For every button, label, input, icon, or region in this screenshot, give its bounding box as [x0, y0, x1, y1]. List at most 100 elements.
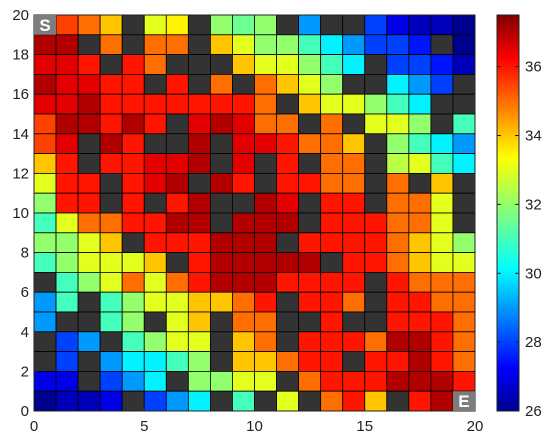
obstacle-cell [452, 212, 476, 234]
heatmap-cell [298, 351, 322, 372]
heatmap-cell [55, 133, 79, 155]
heatmap-cell [452, 311, 476, 333]
obstacle-cell [33, 271, 57, 293]
heatmap-cell [342, 153, 366, 174]
heatmap-cell [232, 232, 255, 254]
heatmap-cell [408, 153, 432, 174]
heatmap-cell [298, 54, 322, 75]
colorbar [496, 14, 520, 412]
y-tick-label: 8 [21, 245, 29, 262]
heatmap-cell [364, 232, 388, 254]
heatmap-cell [209, 232, 233, 254]
heatmap-cell [99, 271, 123, 293]
y-tick-label: 20 [12, 7, 29, 24]
heatmap-cell [209, 74, 233, 95]
heatmap-cell [276, 172, 299, 194]
heatmap-cell [452, 133, 476, 155]
heatmap-cell [320, 291, 344, 313]
heatmap-cell [99, 34, 123, 55]
heatmap-cell [143, 331, 167, 352]
heatmap-cell [254, 34, 277, 55]
heatmap-cell [320, 212, 344, 234]
heatmap-cell [55, 93, 79, 115]
heatmap-cell [254, 54, 277, 75]
heatmap-cell [342, 192, 366, 214]
heatmap-cell [232, 252, 255, 273]
obstacle-cell [187, 172, 211, 194]
heatmap-cell [121, 212, 145, 234]
heatmap-cell [33, 153, 57, 174]
obstacle-cell [121, 232, 145, 254]
heatmap-cell [342, 93, 366, 115]
heatmap-cell [408, 370, 432, 392]
heatmap-cell [55, 34, 79, 55]
heatmap-cell [408, 54, 432, 75]
start-end-markers: SE [34, 15, 475, 411]
heatmap-cell [254, 232, 277, 254]
heatmap-cell [232, 331, 255, 352]
heatmap-cell [430, 172, 454, 194]
heatmap-cell [408, 331, 432, 352]
heatmap-cell [386, 311, 410, 333]
heatmap-cell [232, 34, 255, 55]
heatmap-cell [165, 311, 189, 333]
heatmap-cell [209, 14, 233, 36]
obstacle-cell [55, 311, 79, 333]
heatmap-cell [55, 351, 79, 372]
obstacle-cell [298, 192, 322, 214]
heatmap-cell [121, 331, 145, 352]
heatmap-cell [386, 93, 410, 115]
obstacle-cell [33, 351, 57, 372]
obstacle-cell [209, 351, 233, 372]
obstacle-cell [143, 311, 167, 333]
heatmap-cell [320, 390, 344, 412]
heatmap-cell [55, 370, 79, 392]
heatmap-cell [33, 74, 57, 95]
heatmap-cell [209, 34, 233, 55]
heatmap-cell [320, 232, 344, 254]
heatmap-cell [364, 351, 388, 372]
heatmap-cell [232, 133, 255, 155]
heatmap-cell [165, 153, 189, 174]
heatmap-cell [408, 74, 432, 95]
obstacle-cell [386, 390, 410, 412]
heatmap-cell [33, 192, 57, 214]
heatmap-cell [99, 212, 123, 234]
heatmap-cell [209, 93, 233, 115]
heatmap-cell [342, 252, 366, 273]
y-tick-label: 0 [21, 403, 29, 420]
heatmap-cell [430, 271, 454, 293]
heatmap-cell [187, 271, 211, 293]
heatmap-cell [187, 370, 211, 392]
obstacle-cell [121, 390, 145, 412]
heatmap-cell [121, 113, 145, 135]
obstacle-cell [364, 192, 388, 214]
heatmap-cell [452, 14, 476, 36]
heatmap-cell [408, 192, 432, 214]
heatmap-cell [232, 370, 255, 392]
heatmap-cell [33, 390, 57, 412]
heatmap-cell [254, 351, 277, 372]
heatmap-cell [165, 291, 189, 313]
heatmap-cell [452, 34, 476, 55]
heatmap-cell [298, 252, 322, 273]
heatmap-cell [55, 172, 79, 194]
obstacle-cell [452, 74, 476, 95]
heatmap-cell [320, 93, 344, 115]
obstacle-cell [276, 93, 299, 115]
heatmap-cell [276, 271, 299, 293]
colorbar-tick-label: 28 [525, 334, 542, 351]
heatmap-cell [33, 133, 57, 155]
heatmap-cell [77, 93, 101, 115]
heatmap-cell [298, 133, 322, 155]
heatmap-cell [165, 14, 189, 36]
x-tick-label: 5 [140, 418, 148, 435]
heatmap-cell [430, 153, 454, 174]
heatmap-cell [320, 311, 344, 333]
heatmap-cell [452, 153, 476, 174]
heatmap-cell [99, 370, 123, 392]
heatmap-cell [33, 370, 57, 392]
obstacle-cell [298, 390, 322, 412]
x-tick-label: 20 [467, 418, 484, 435]
obstacle-cell [187, 34, 211, 55]
